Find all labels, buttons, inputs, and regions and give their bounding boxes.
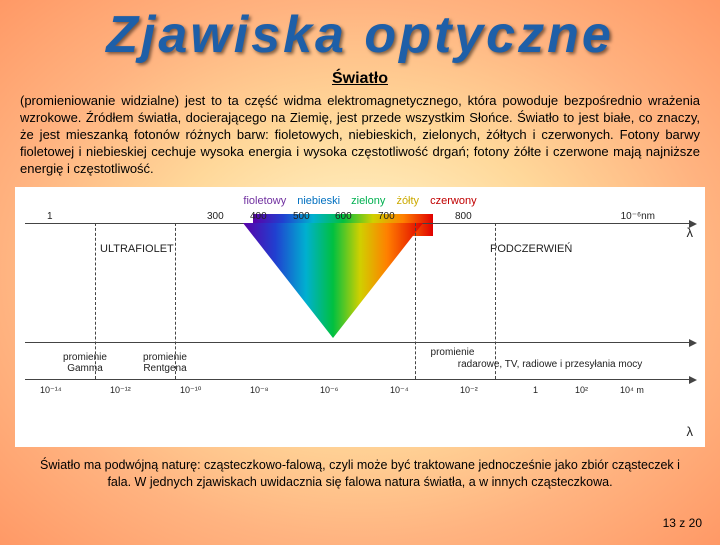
exp-3: 10⁻⁸ (250, 385, 269, 396)
nm-right: 10⁻⁶nm (621, 211, 655, 222)
lambda-bottom: λ (687, 424, 694, 439)
nm-600: 600 (335, 211, 352, 222)
exp-1: 10⁻¹² (110, 385, 131, 396)
bottom-axis (25, 379, 695, 380)
footer-paragraph: Światło ma podwójną naturę: cząsteczkowo… (0, 452, 720, 490)
dashed-line (495, 223, 496, 379)
promienie-label: promienie (415, 347, 490, 358)
uv-label: ULTRAFIOLET (100, 243, 174, 255)
nm-1: 1 (47, 211, 53, 222)
radar-label: radarowe, TV, radiowe i przesyłania mocy (425, 359, 675, 370)
label-yellow: żółty (396, 195, 419, 207)
nm-300: 300 (207, 211, 224, 222)
exp-0: 10⁻¹⁴ (40, 385, 62, 396)
label-violet: fioletowy (243, 195, 286, 207)
nm-500: 500 (293, 211, 310, 222)
label-green: zielony (351, 195, 385, 207)
intro-paragraph: (promieniowanie widzialne) jest to ta cz… (0, 88, 720, 182)
exp-4: 10⁻⁶ (320, 385, 338, 396)
nm-700: 700 (378, 211, 395, 222)
exp-5: 10⁻⁴ (390, 385, 409, 396)
gamma-label: promienie Gamma (50, 352, 120, 374)
nm-400: 400 (250, 211, 267, 222)
subtitle: Światło (0, 70, 720, 88)
ir-label: PODCZERWIEŃ (490, 243, 572, 255)
label-red: czerwony (430, 195, 476, 207)
page-number: 13 z 20 (663, 516, 702, 530)
label-blue: niebieski (297, 195, 340, 207)
spectrum-diagram: fioletowy niebieski zielony żółty czerwo… (15, 187, 705, 447)
exp-9: 10⁴ m (620, 385, 644, 395)
rentgen-label: promienie Rentgena (130, 352, 200, 374)
lambda-top: λ (687, 225, 694, 240)
main-title: Zjawiska optyczne (0, 5, 720, 65)
exp-2: 10⁻¹⁰ (180, 385, 201, 396)
exp-6: 10⁻² (460, 385, 478, 396)
middle-axis (25, 342, 695, 343)
nm-800: 800 (455, 211, 472, 222)
exp-7: 1 (533, 385, 538, 395)
spectrum-triangle (243, 223, 423, 338)
exp-8: 10² (575, 385, 588, 395)
color-labels: fioletowy niebieski zielony żółty czerwo… (25, 195, 695, 207)
